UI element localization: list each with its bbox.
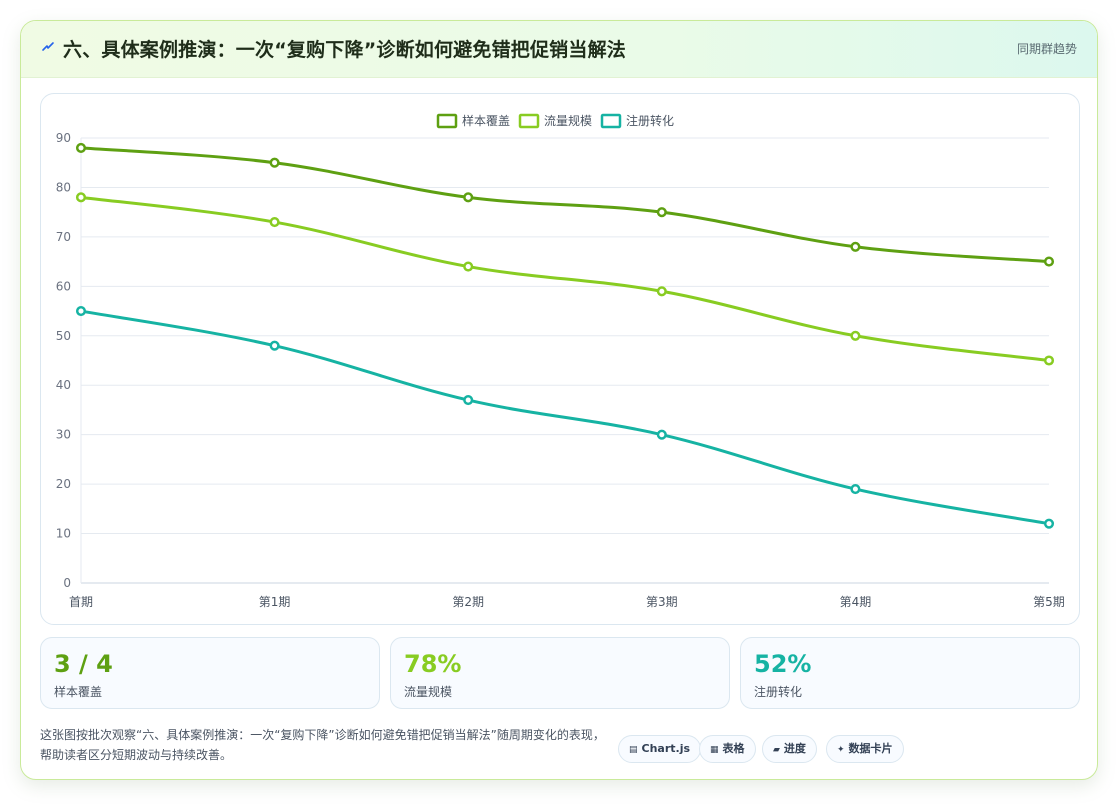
pill-data-cards[interactable]: ✦ 数据卡片 bbox=[826, 735, 904, 763]
pill-label: 表格 bbox=[722, 742, 745, 755]
data-point bbox=[463, 395, 474, 406]
chart-panel: 0 10 20 30 40 50 60 70 80 90 首期 第1期 第2期 第3期 第4期 第5期 样本覆盖… bbox=[40, 93, 1080, 625]
data-point bbox=[850, 330, 861, 341]
y-tick-label: 40 bbox=[56, 378, 71, 392]
page-title: 六、具体案例推演：一次“复购下降”诊断如何避免错把促销当解法 bbox=[63, 39, 626, 61]
legend-swatch bbox=[436, 113, 458, 129]
series-line-2 bbox=[80, 195, 1050, 362]
pill-label: 进度 bbox=[783, 742, 806, 755]
data-point bbox=[1043, 518, 1055, 529]
series-line-3 bbox=[80, 309, 1050, 526]
y-tick-label: 60 bbox=[56, 279, 71, 293]
stat-label: 流量规模 bbox=[404, 685, 453, 699]
legend-label: 样本覆盖 bbox=[462, 113, 510, 128]
data-point bbox=[75, 306, 87, 317]
stat-value: 78% bbox=[404, 650, 462, 678]
y-tick-label: 30 bbox=[56, 428, 71, 442]
y-tick-label: 50 bbox=[56, 329, 71, 343]
stat-value: 52% bbox=[754, 650, 812, 678]
report-card: 六、具体案例推演：一次“复购下降”诊断如何避免错把促销当解法 同期群趋势 0 10… bbox=[20, 20, 1098, 780]
data-point bbox=[1043, 355, 1055, 366]
data-point bbox=[75, 192, 87, 203]
legend-label: 流量规模 bbox=[544, 113, 592, 128]
data-point bbox=[269, 217, 280, 228]
data-point bbox=[656, 207, 667, 218]
stat-card-sample-coverage: 3 / 4 样本覆盖 bbox=[40, 637, 380, 709]
data-point bbox=[1043, 256, 1055, 267]
data-point bbox=[850, 241, 861, 252]
y-tick-label: 0 bbox=[63, 576, 71, 590]
data-point bbox=[850, 484, 861, 495]
x-tick-label: 第4期 bbox=[840, 595, 872, 609]
sparkle-icon: ✦ bbox=[837, 745, 845, 755]
legend-label: 注册转化 bbox=[626, 113, 674, 128]
pill-chartjs[interactable]: ▤ Chart.js bbox=[618, 735, 702, 763]
stat-card-signup-conversion: 52% 注册转化 bbox=[740, 637, 1080, 709]
y-tick-label: 80 bbox=[56, 180, 71, 194]
stat-card-traffic-scale: 78% 流量规模 bbox=[390, 637, 730, 709]
y-tick-label: 20 bbox=[56, 477, 71, 491]
x-tick-label: 首期 bbox=[69, 595, 93, 609]
data-point bbox=[463, 261, 474, 272]
data-point bbox=[656, 429, 667, 440]
data-point bbox=[75, 142, 87, 153]
cohort-trend-link[interactable]: 同期群趋势 bbox=[1016, 42, 1077, 56]
x-tick-label: 第2期 bbox=[452, 595, 484, 609]
y-tick-label: 70 bbox=[56, 230, 71, 244]
series-line-1 bbox=[80, 146, 1050, 264]
lightning-icon bbox=[42, 42, 54, 51]
data-point bbox=[656, 286, 667, 297]
x-tick-label: 第1期 bbox=[259, 595, 291, 609]
legend-swatch bbox=[600, 113, 622, 129]
progress-icon: ▰ bbox=[773, 745, 780, 755]
pill-label: 数据卡片 bbox=[848, 742, 893, 755]
x-tick-label: 第5期 bbox=[1033, 595, 1065, 609]
y-tick-label: 10 bbox=[56, 527, 71, 541]
line-chart: 0 10 20 30 40 50 60 70 80 90 首期 第1期 第2期 第3期 第4期 第5期 样本覆盖… bbox=[56, 113, 1065, 609]
chart-description: 这张图按批次观察“六、具体案例推演：一次“复购下降”诊断如何避免错把促销当解法”… bbox=[40, 728, 605, 762]
stat-label: 注册转化 bbox=[754, 685, 803, 699]
table-icon: ▦ bbox=[710, 745, 719, 755]
chart-icon: ▤ bbox=[629, 745, 638, 755]
data-point bbox=[269, 157, 280, 168]
y-tick-label: 90 bbox=[56, 131, 71, 145]
pill-progress[interactable]: ▰ 进度 bbox=[762, 735, 817, 763]
data-point bbox=[463, 192, 474, 203]
stat-label: 样本覆盖 bbox=[54, 685, 103, 699]
pill-table[interactable]: ▦ 表格 bbox=[699, 735, 756, 763]
card-header: 六、具体案例推演：一次“复购下降”诊断如何避免错把促销当解法 同期群趋势 bbox=[21, 21, 1097, 78]
legend-swatch bbox=[518, 113, 540, 129]
x-tick-label: 第3期 bbox=[646, 595, 678, 609]
data-point bbox=[269, 340, 280, 351]
pill-label: Chart.js bbox=[641, 742, 691, 755]
stat-value: 3 / 4 bbox=[54, 650, 113, 678]
